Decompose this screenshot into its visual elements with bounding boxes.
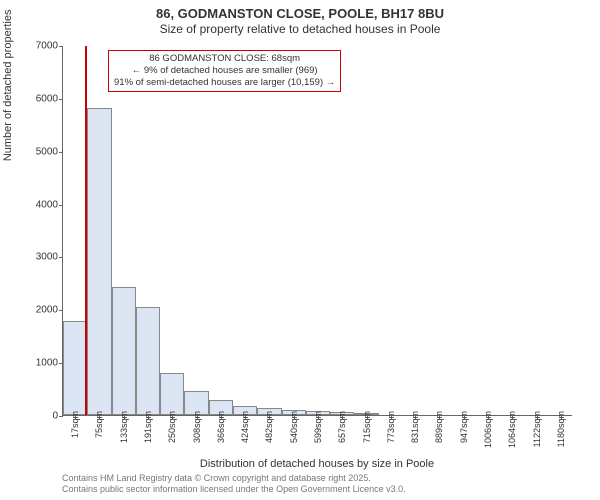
attribution-line: Contains HM Land Registry data © Crown c…: [62, 473, 406, 485]
x-tick-label: 17sqm: [70, 411, 80, 438]
histogram-bar: [87, 108, 111, 415]
x-tick-label: 424sqm: [240, 411, 250, 443]
histogram-bar: [136, 307, 160, 415]
x-tick-label: 133sqm: [119, 411, 129, 443]
y-axis-label: Number of detached properties: [2, 10, 14, 162]
x-tick-label: 715sqm: [362, 411, 372, 443]
annotation-line: 86 GODMANSTON CLOSE: 68sqm: [114, 53, 335, 65]
x-tick-label: 482sqm: [264, 411, 274, 443]
y-tick-mark: [59, 46, 63, 47]
title-block: 86, GODMANSTON CLOSE, POOLE, BH17 8BU Si…: [0, 0, 600, 36]
x-tick-label: 831sqm: [410, 411, 420, 443]
y-tick-label: 5000: [23, 146, 58, 157]
x-tick-label: 75sqm: [94, 411, 104, 438]
histogram-bar: [63, 321, 87, 415]
y-tick-mark: [59, 205, 63, 206]
x-tick-label: 308sqm: [192, 411, 202, 443]
x-tick-label: 1180sqm: [556, 411, 566, 447]
x-tick-label: 889sqm: [434, 411, 444, 443]
plot: 0100020003000400050006000700017sqm75sqm1…: [62, 46, 572, 416]
x-tick-label: 1122sqm: [532, 411, 542, 447]
y-tick-label: 1000: [23, 358, 58, 369]
chart-subtitle: Size of property relative to detached ho…: [0, 22, 600, 36]
y-tick-mark: [59, 152, 63, 153]
y-tick-label: 0: [23, 411, 58, 422]
annotation-box: 86 GODMANSTON CLOSE: 68sqm← 9% of detach…: [108, 50, 341, 92]
y-tick-mark: [59, 416, 63, 417]
x-tick-label: 657sqm: [337, 411, 347, 443]
attribution-text: Contains HM Land Registry data © Crown c…: [62, 473, 406, 496]
x-tick-label: 599sqm: [313, 411, 323, 443]
x-tick-label: 250sqm: [167, 411, 177, 443]
x-tick-label: 1064sqm: [507, 411, 517, 448]
chart-container: 86, GODMANSTON CLOSE, POOLE, BH17 8BU Si…: [0, 0, 600, 500]
chart-title: 86, GODMANSTON CLOSE, POOLE, BH17 8BU: [0, 6, 600, 21]
x-axis-label: Distribution of detached houses by size …: [200, 458, 434, 470]
histogram-bar: [112, 287, 136, 415]
marker-line: [85, 46, 87, 415]
y-tick-label: 2000: [23, 305, 58, 316]
histogram-bar: [160, 373, 184, 415]
chart-plot-area: 0100020003000400050006000700017sqm75sqm1…: [62, 46, 572, 416]
y-tick-label: 6000: [23, 93, 58, 104]
y-tick-label: 4000: [23, 199, 58, 210]
y-tick-label: 3000: [23, 252, 58, 263]
x-tick-label: 773sqm: [386, 411, 396, 443]
x-tick-label: 191sqm: [143, 411, 153, 443]
x-tick-label: 947sqm: [459, 411, 469, 443]
x-tick-label: 366sqm: [216, 411, 226, 443]
y-tick-mark: [59, 257, 63, 258]
annotation-line: 91% of semi-detached houses are larger (…: [114, 77, 335, 89]
y-tick-label: 7000: [23, 41, 58, 52]
x-tick-label: 540sqm: [289, 411, 299, 443]
y-tick-mark: [59, 99, 63, 100]
x-tick-label: 1006sqm: [483, 411, 493, 448]
annotation-line: ← 9% of detached houses are smaller (969…: [114, 65, 335, 77]
y-tick-mark: [59, 310, 63, 311]
attribution-line: Contains public sector information licen…: [62, 484, 406, 496]
